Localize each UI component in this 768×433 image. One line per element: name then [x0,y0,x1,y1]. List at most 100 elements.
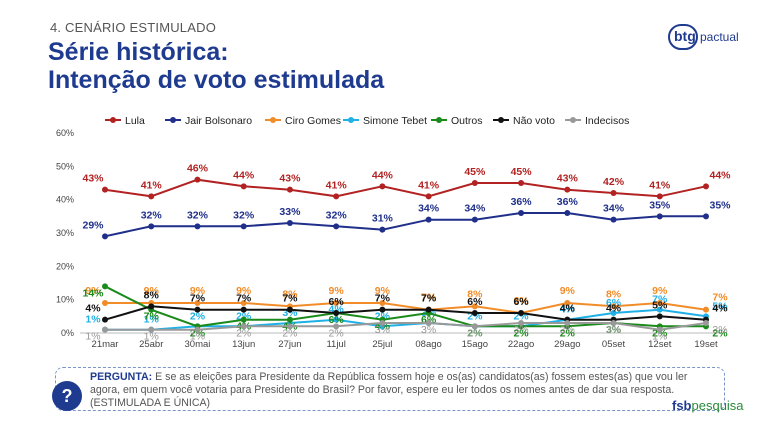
x-tick-label: 13jun [232,339,255,350]
data-label: 3% [606,324,621,336]
data-label: 34% [418,203,440,215]
data-label: 9% [652,285,668,297]
data-point [102,283,108,290]
data-label: 43% [82,173,104,185]
data-point [703,213,709,220]
data-point [610,303,617,310]
data-label: 1% [652,331,667,343]
x-tick-label: 30mai [185,339,211,350]
series-line [104,212,706,238]
data-label: 41% [649,179,671,191]
data-point [656,193,663,200]
title-line-2: Intenção de voto estimulada [48,66,385,94]
data-point [471,323,478,330]
data-point [194,300,201,306]
x-tick-label: 25abr [139,339,163,350]
data-point [102,316,108,323]
data-label: 7% [421,292,437,304]
x-tick-label: 22ago [508,339,534,350]
data-point [656,213,663,220]
legend-swatch-marker [498,117,504,123]
y-tick-label: 20% [56,261,74,271]
data-point [240,323,247,330]
data-label: 1% [190,331,205,343]
data-label: 35% [649,199,671,211]
data-point [333,323,340,330]
legend-entry: Lula [125,115,145,127]
y-tick-label: 10% [56,295,74,305]
data-label: 1% [85,314,101,326]
data-label: 41% [418,179,440,191]
page-title: Série histórica: Intenção de voto estimu… [48,38,384,94]
data-label: 2% [467,327,483,339]
x-tick-label: 25jul [372,339,392,350]
data-point [333,223,340,230]
data-label: 2% [712,327,728,339]
legend-entry: Não voto [513,115,555,127]
data-label: 3% [606,324,622,336]
data-label: 44% [709,169,731,181]
data-label: 32% [187,209,209,221]
data-label: 44% [372,169,394,181]
series-line [105,308,707,331]
data-label: 45% [511,166,533,178]
data-label: 46% [187,163,209,175]
data-point [379,226,386,233]
data-label: 32% [326,209,348,221]
data-label: 43% [557,173,579,185]
series-line [105,322,707,331]
legend-swatch-marker [270,117,276,123]
x-tick-label: 05set [602,339,626,350]
data-point [656,300,663,306]
data-point [240,316,247,323]
data-point [703,320,709,326]
data-label: 2% [560,327,576,339]
data-label: 9% [144,285,160,297]
data-label: 7% [282,293,298,305]
data-label: 9% [85,285,101,297]
y-tick-label: 50% [56,161,74,171]
data-label: 7% [421,293,437,305]
series-line [104,178,707,198]
data-label: 7% [652,294,668,306]
title-line-1: Série histórica: [48,38,229,66]
data-point [379,300,386,306]
x-tick-label: 29ago [554,339,580,350]
data-point [656,326,663,333]
data-label: 32% [141,209,163,221]
data-label: 3% [560,324,575,336]
data-label: 8% [282,288,298,300]
legend-entry: Jair Bolsonaro [185,115,252,127]
data-point [102,233,108,240]
data-label: 2% [652,327,668,339]
fsb-logo-text: fsb [672,398,692,413]
question-icon: ? [52,381,82,411]
data-point [333,193,340,200]
data-point [148,326,155,333]
x-tick-label: 21mar [92,339,119,350]
data-label: 2% [236,327,251,339]
data-point [703,183,709,190]
btg-pactual-logo: btg pactual [668,24,748,50]
data-point [240,300,247,306]
data-point [564,186,571,193]
x-tick-label: 08ago [415,339,441,350]
data-point [379,320,386,326]
data-point [379,306,386,313]
data-label: 2% [467,327,482,339]
question-text: PERGUNTA: E se as eleições para Presiden… [90,371,710,410]
data-label: 44% [233,169,255,181]
x-tick-label: 27jun [278,339,301,350]
data-label: 9% [190,285,206,297]
pactual-logo-text: pactual [700,30,739,44]
data-label: 6% [329,296,345,308]
data-label: 36% [511,196,533,208]
data-point [471,216,478,223]
data-point [471,180,478,186]
data-label: 7% [236,293,252,305]
data-label: 14% [82,287,104,299]
data-point [333,300,340,306]
data-label: 42% [603,176,625,188]
data-point [518,210,525,216]
data-label: 6% [467,296,483,308]
